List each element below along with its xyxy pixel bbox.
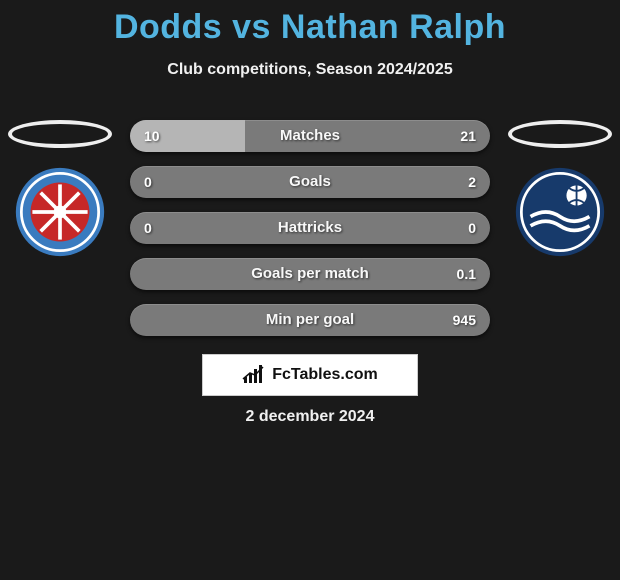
stat-value-right: 2 xyxy=(468,166,476,198)
stat-label: Matches xyxy=(130,120,490,152)
player-left-marker xyxy=(8,120,112,148)
stat-value-right: 945 xyxy=(453,304,476,336)
stat-label: Hattricks xyxy=(130,212,490,244)
chart-icon xyxy=(242,365,266,385)
subtitle: Club competitions, Season 2024/2025 xyxy=(0,61,620,79)
player-left-column xyxy=(0,120,120,258)
player-right-marker xyxy=(508,120,612,148)
stat-label: Goals xyxy=(130,166,490,198)
stat-row: 10Matches21 xyxy=(130,120,490,152)
stat-row: Goals per match0.1 xyxy=(130,258,490,290)
club-badge-left xyxy=(14,166,106,258)
branding-box: FcTables.com xyxy=(202,354,418,396)
stat-value-right: 0 xyxy=(468,212,476,244)
stat-row: Min per goal945 xyxy=(130,304,490,336)
stat-value-right: 0.1 xyxy=(457,258,476,290)
page-title: Dodds vs Nathan Ralph xyxy=(0,0,620,47)
stat-value-right: 21 xyxy=(460,120,476,152)
branding-text: FcTables.com xyxy=(272,366,378,384)
stat-row: 0Hattricks0 xyxy=(130,212,490,244)
stat-label: Goals per match xyxy=(130,258,490,290)
stat-row: 0Goals2 xyxy=(130,166,490,198)
date-text: 2 december 2024 xyxy=(0,408,620,426)
stat-label: Min per goal xyxy=(130,304,490,336)
stats-panel: 10Matches210Goals20Hattricks0Goals per m… xyxy=(130,120,490,350)
player-right-column xyxy=(500,120,620,258)
club-badge-right xyxy=(514,166,606,258)
